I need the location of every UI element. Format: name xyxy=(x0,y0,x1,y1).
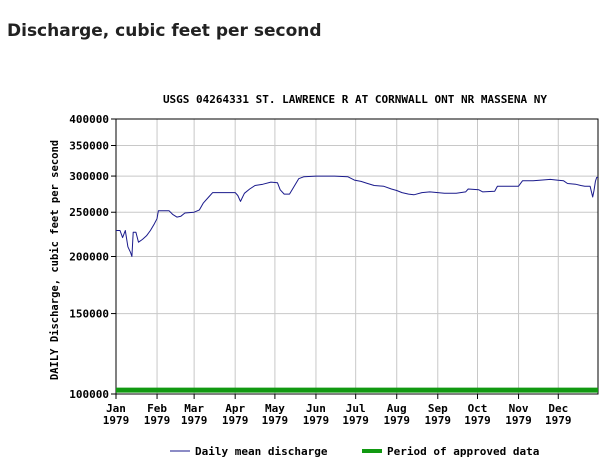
y-tick-label: 400000 xyxy=(69,113,109,126)
series-layer xyxy=(116,175,598,257)
y-axis-label: DAILY Discharge, cubic feet per second xyxy=(49,140,61,380)
x-tick-label-month: Jan xyxy=(106,402,126,415)
grid-layer xyxy=(115,119,598,394)
x-tick-label-month: Jun xyxy=(306,402,326,415)
x-tick-label-year: 1979 xyxy=(545,414,572,427)
x-tick-label-year: 1979 xyxy=(303,414,330,427)
x-tick-label-year: 1979 xyxy=(425,414,452,427)
y-tick-label: 350000 xyxy=(69,139,109,152)
x-tick-label-year: 1979 xyxy=(464,414,491,427)
x-tick-label-year: 1979 xyxy=(342,414,369,427)
x-tick-label-month: Oct xyxy=(468,402,488,415)
y-tick-label: 300000 xyxy=(69,170,109,183)
x-tick-label-year: 1979 xyxy=(144,414,171,427)
axis-layer: Jan1979Feb1979Mar1979Apr1979May1979Jun19… xyxy=(69,113,571,427)
y-tick-label: 100000 xyxy=(69,388,109,401)
x-tick-label-month: Apr xyxy=(225,402,245,415)
x-tick-label-year: 1979 xyxy=(222,414,249,427)
x-tick-label-month: Sep xyxy=(428,402,448,415)
daily-mean-discharge-line xyxy=(116,175,598,257)
x-tick-label-month: Jul xyxy=(346,402,366,415)
legend-label-approved: Period of approved data xyxy=(387,445,539,458)
page-heading: Discharge, cubic feet per second xyxy=(7,21,322,41)
legend: Daily mean discharge Period of approved d… xyxy=(170,445,539,458)
x-tick-label-month: Aug xyxy=(387,402,407,415)
x-tick-label-month: Feb xyxy=(147,402,167,415)
x-tick-label-year: 1979 xyxy=(181,414,208,427)
x-tick-label-month: Dec xyxy=(548,402,568,415)
legend-label-daily-mean: Daily mean discharge xyxy=(195,445,328,458)
y-tick-label: 250000 xyxy=(69,206,109,219)
x-tick-label-year: 1979 xyxy=(383,414,410,427)
chart-title: USGS 04264331 ST. LAWRENCE R AT CORNWALL… xyxy=(163,93,547,106)
x-tick-label-month: Mar xyxy=(184,402,204,415)
y-tick-label: 200000 xyxy=(69,251,109,264)
x-tick-label-month: Nov xyxy=(509,402,529,415)
x-tick-label-year: 1979 xyxy=(505,414,532,427)
x-tick-label-year: 1979 xyxy=(262,414,289,427)
y-tick-label: 150000 xyxy=(69,308,109,321)
x-tick-label-year: 1979 xyxy=(103,414,130,427)
x-tick-label-month: May xyxy=(265,402,285,415)
